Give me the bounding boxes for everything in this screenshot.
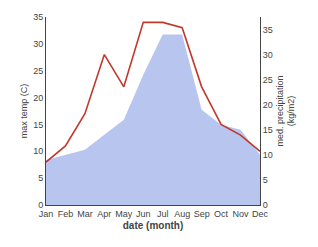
svg-text:Oct: Oct <box>214 209 229 219</box>
svg-text:10: 10 <box>263 150 273 160</box>
svg-text:0: 0 <box>38 200 43 210</box>
svg-text:Mar: Mar <box>77 209 93 219</box>
svg-text:30: 30 <box>263 50 273 60</box>
svg-text:30: 30 <box>33 39 43 49</box>
svg-text:max temp (C): max temp (C) <box>19 84 29 139</box>
svg-text:Apr: Apr <box>97 209 111 219</box>
svg-text:5: 5 <box>263 175 268 185</box>
svg-text:20: 20 <box>263 100 273 110</box>
svg-text:10: 10 <box>33 146 43 156</box>
svg-text:Dec: Dec <box>252 209 269 219</box>
svg-text:med. precipitation(kg/m2): med. precipitation(kg/m2) <box>275 75 297 146</box>
svg-text:25: 25 <box>263 75 273 85</box>
svg-text:Jun: Jun <box>136 209 151 219</box>
svg-text:15: 15 <box>263 125 273 135</box>
svg-text:Aug: Aug <box>174 209 190 219</box>
svg-text:0: 0 <box>263 200 268 210</box>
svg-text:date (month): date (month) <box>123 220 184 231</box>
svg-text:5: 5 <box>38 173 43 183</box>
svg-text:25: 25 <box>33 66 43 76</box>
svg-text:Feb: Feb <box>58 209 74 219</box>
svg-text:35: 35 <box>33 12 43 22</box>
svg-text:Sep: Sep <box>194 209 210 219</box>
svg-text:Nov: Nov <box>233 209 250 219</box>
svg-text:May: May <box>115 209 133 219</box>
svg-text:Jul: Jul <box>157 209 169 219</box>
svg-text:35: 35 <box>263 25 273 35</box>
svg-text:15: 15 <box>33 120 43 130</box>
svg-text:Jan: Jan <box>39 209 54 219</box>
svg-text:20: 20 <box>33 93 43 103</box>
